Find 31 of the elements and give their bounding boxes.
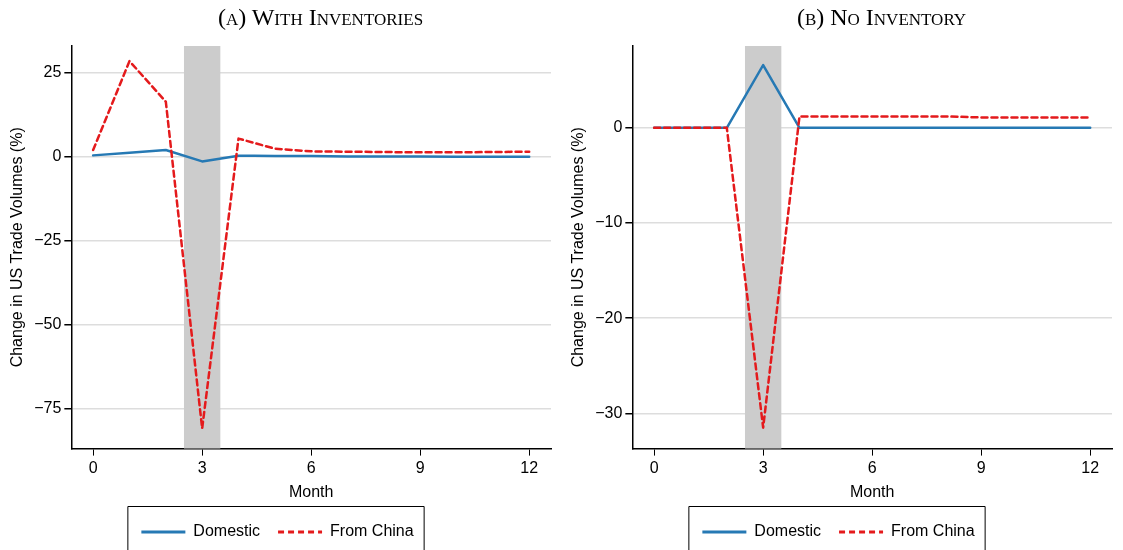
y-tick-label: 25: [43, 63, 62, 81]
y-tick-label: −10: [595, 213, 623, 231]
y-tick-label: −30: [595, 403, 623, 421]
x-tick-label: 9: [415, 458, 425, 476]
x-tick-label: 12: [520, 458, 539, 476]
line-series: [652, 115, 1092, 429]
y-tick-label: −75: [34, 398, 62, 416]
y-tick-label: 0: [613, 118, 623, 136]
x-tick-label: 6: [867, 458, 877, 476]
y-tick-label: −25: [34, 231, 62, 248]
chart-title: (a) With Inventories: [216, 4, 425, 31]
chart-title: (b) No Inventory: [795, 4, 968, 31]
legend-label: From China: [891, 522, 975, 540]
y-axis-title: Change in US Trade Volumes (%): [8, 127, 26, 368]
x-tick-label: 6: [306, 458, 316, 476]
legend-label: Domestic: [193, 522, 261, 540]
y-tick-label: 0: [52, 147, 62, 165]
x-tick-label: 12: [1081, 458, 1100, 476]
x-tick-label: 0: [649, 458, 659, 476]
line-series: [91, 59, 531, 430]
x-axis-title: Month: [849, 482, 895, 500]
x-tick-label: 3: [758, 458, 768, 476]
x-tick-label: 0: [88, 458, 98, 476]
legend-label: From China: [330, 522, 414, 540]
y-tick-label: −20: [595, 308, 623, 326]
x-tick-label: 9: [976, 458, 986, 476]
y-tick-label: −50: [34, 314, 62, 332]
y-axis-title: Change in US Trade Volumes (%): [569, 127, 587, 368]
x-axis-title: Month: [288, 482, 334, 500]
legend-label: Domestic: [754, 522, 822, 540]
x-tick-label: 3: [197, 458, 207, 476]
